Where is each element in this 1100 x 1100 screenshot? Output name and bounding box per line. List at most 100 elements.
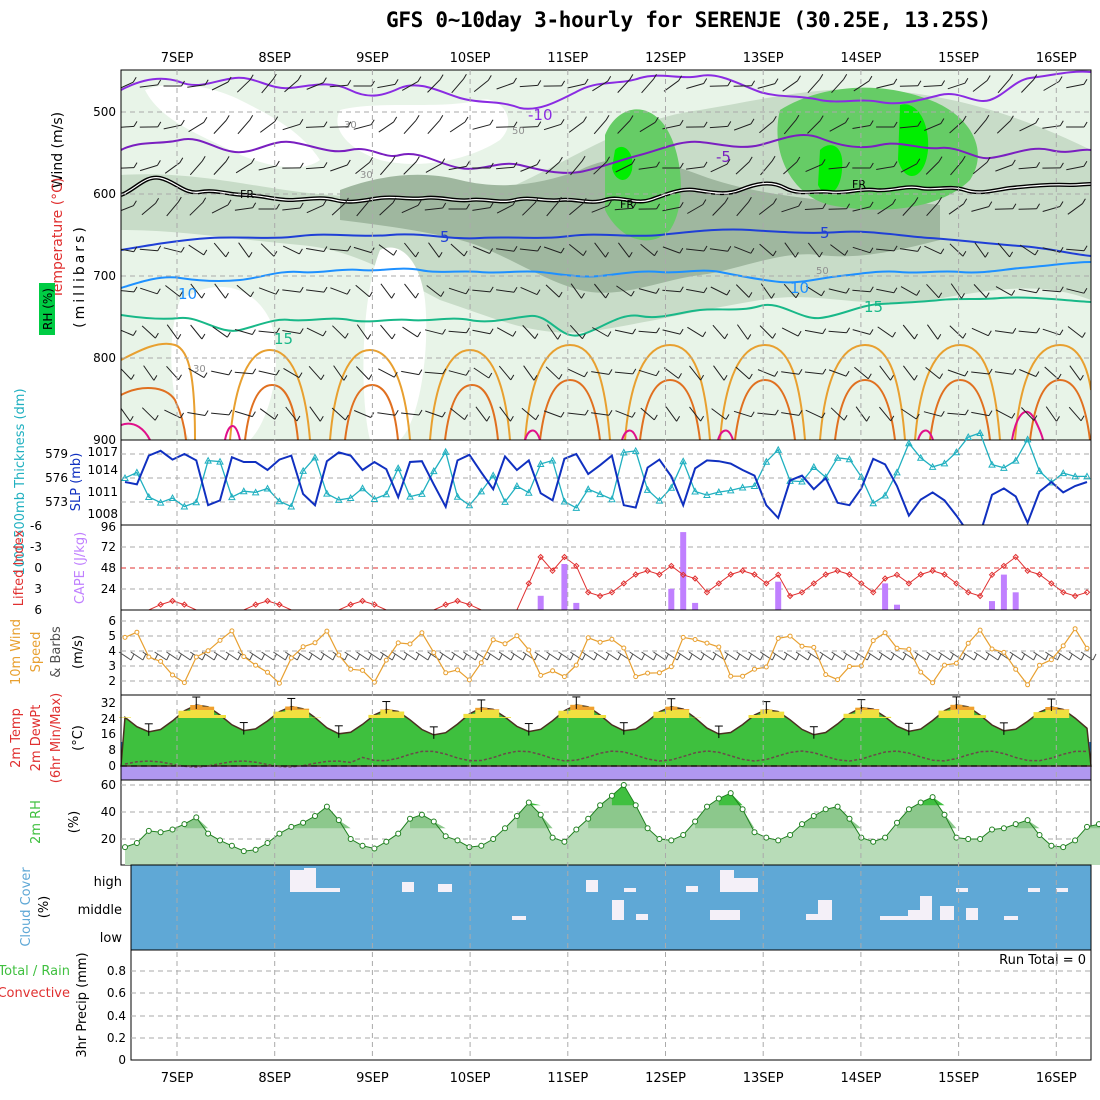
- upper-tick-600: 600: [93, 187, 116, 201]
- cloud-block: [920, 896, 932, 920]
- wind-speed-marker: [466, 677, 472, 683]
- upper-barb-flag: [466, 203, 470, 210]
- wind-speed-marker: [455, 667, 460, 673]
- thickness-marker: [619, 448, 628, 456]
- wind-speed-marker: [419, 630, 425, 636]
- upper-barb: [424, 371, 443, 375]
- rh-dry-pocket-1: [145, 84, 320, 168]
- upper-barb-flag: [750, 248, 755, 254]
- rh2m-marker: [1095, 821, 1100, 828]
- upper-barb: [639, 121, 656, 133]
- upper-barb: [141, 202, 156, 216]
- upper-barb: [211, 81, 229, 91]
- upper-barb-flag: [129, 416, 134, 422]
- upper-barb-flag: [605, 251, 609, 258]
- ylabel-rh2m: 2m RH: [29, 800, 44, 844]
- upper-barb-flag: [582, 250, 587, 256]
- upper-barb-flag: [676, 416, 681, 422]
- upper-barb-flag: [442, 368, 447, 375]
- lifted-index-marker: [561, 553, 568, 561]
- thickness-marker: [370, 494, 379, 502]
- upper-barb-flag: [180, 246, 185, 253]
- upper-barb-flag: [368, 291, 373, 298]
- upper-barb-flag: [961, 293, 965, 299]
- t-tick-8: 8: [108, 743, 116, 757]
- wind10-barb: [605, 651, 619, 661]
- upper-barb: [947, 82, 966, 90]
- wind10-barb-flag: [201, 653, 206, 661]
- upper-barb: [164, 409, 181, 419]
- upper-barb-flag: [347, 79, 352, 86]
- upper-barb-flag: [417, 331, 422, 338]
- upper-air-panel: -10 -5 FR FR FR 5 5 10 10 15 15 30 30 50…: [39, 69, 1092, 447]
- li-tick-6: 6: [34, 603, 42, 617]
- upper-barb: [614, 207, 633, 211]
- upper-barb-flag: [1059, 247, 1064, 253]
- upper-barb: [689, 406, 701, 422]
- upper-barb: [1042, 247, 1061, 253]
- upper-barb-flag: [724, 197, 729, 203]
- label-10-a: 10: [178, 285, 197, 303]
- wind-speed-marker: [502, 641, 508, 647]
- thickness-marker: [144, 492, 153, 500]
- rh2m-marker: [217, 837, 223, 844]
- thickness-marker: [976, 428, 984, 437]
- upper-barb: [713, 365, 725, 381]
- upper-barb-flag: [393, 250, 398, 256]
- lifted-index-marker: [870, 589, 877, 596]
- wind10-barb-flag: [142, 653, 147, 661]
- upper-barb-flag: [465, 288, 470, 295]
- upper-barb-flag: [797, 330, 802, 337]
- upper-barb-flag: [1036, 162, 1041, 168]
- wind10-barb-flag: [581, 653, 586, 661]
- upper-barb-flag: [535, 414, 540, 420]
- upper-barb: [899, 125, 918, 129]
- upper-barb: [260, 243, 275, 257]
- wind10-barb: [961, 651, 975, 661]
- rh2m-band-30: [184, 785, 1100, 829]
- wind10-barb-flag: [783, 653, 788, 661]
- upper-barb-flag: [201, 155, 206, 162]
- wind-speed-marker: [894, 645, 900, 651]
- wind10-barb: [1009, 651, 1023, 661]
- upper-barb: [640, 243, 655, 257]
- lifted-index-marker: [169, 597, 176, 605]
- upper-barb: [163, 247, 182, 253]
- upper-barb: [331, 407, 346, 421]
- upper-barb: [404, 242, 416, 258]
- date-labels-bottom: 7SEP 8SEP 9SEP 10SEP 11SEP 12SEP 13SEP 14SEP 15S…: [161, 1071, 1077, 1086]
- upper-barb: [903, 365, 915, 381]
- upper-barb: [305, 166, 325, 170]
- thickness-marker: [1083, 472, 1091, 480]
- upper-barb-flag: [323, 246, 328, 252]
- upper-barb-flag: [607, 200, 612, 206]
- upper-barb: [831, 78, 845, 94]
- thickness-marker: [928, 462, 937, 470]
- upper-barb: [306, 327, 324, 337]
- label-fr-1: FR: [240, 188, 254, 201]
- wind10-barb-flag: [558, 653, 563, 661]
- upper-barb-flag: [845, 370, 850, 377]
- wind10-barb: [498, 651, 512, 661]
- label-rh50-b: 50: [816, 266, 829, 277]
- rh2m-marker: [466, 844, 473, 851]
- lifted-index-marker: [454, 597, 461, 605]
- thickness-marker: [809, 462, 818, 470]
- precip-panel-border: [130, 949, 1092, 1061]
- upper-barb-flag: [201, 292, 206, 299]
- thickness-marker: [334, 495, 343, 503]
- upper-barb-flag: [180, 119, 185, 126]
- upper-barb-flag: [557, 334, 562, 340]
- wind10-barb-flag: [237, 653, 242, 661]
- upper-barb: [211, 412, 230, 416]
- rh2m-marker: [193, 814, 200, 821]
- upper-barb-flag: [224, 292, 229, 299]
- lifted-panel: -6 -3 0 3 6 96 72 48 24 Lifted Index CAP…: [12, 519, 1092, 617]
- upper-barb: [614, 329, 633, 335]
- cloud-block: [720, 870, 734, 892]
- lifted-index-marker: [276, 601, 283, 608]
- upper-barb-flag: [703, 121, 708, 128]
- thickness-marker: [489, 471, 498, 479]
- wind10-barb-flag: [1056, 653, 1061, 661]
- wind-speed-marker: [930, 680, 936, 686]
